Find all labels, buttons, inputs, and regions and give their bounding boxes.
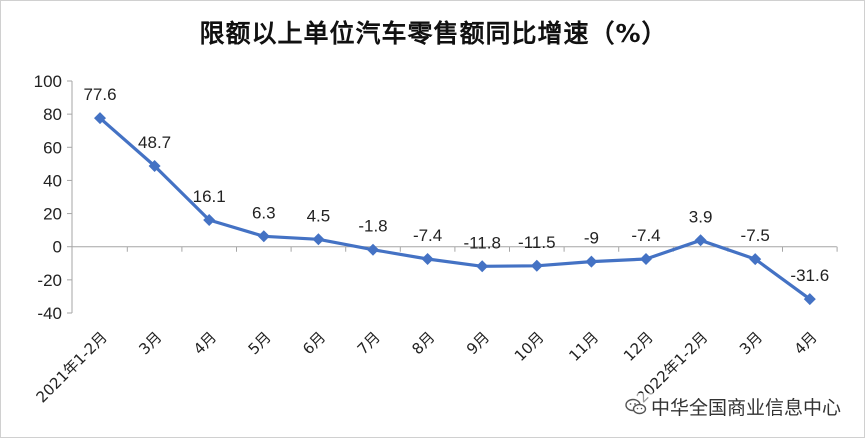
x-tick-label: 4月 bbox=[791, 328, 821, 358]
series-path bbox=[98, 116, 811, 301]
data-point bbox=[749, 253, 762, 266]
x-tick-label: 11月 bbox=[565, 328, 602, 365]
data-point bbox=[585, 255, 598, 268]
data-label: 6.3 bbox=[252, 203, 276, 222]
y-tick-label: 80 bbox=[43, 105, 62, 124]
data-point bbox=[203, 214, 216, 227]
x-tick-label: 4月 bbox=[190, 328, 220, 358]
data-label: 48.7 bbox=[138, 133, 171, 152]
y-axis-ticks: 100 80 60 40 20 0 -20 -40 bbox=[34, 72, 72, 323]
x-tick-label: 2021年1-2月 bbox=[33, 328, 111, 406]
x-tick-label: 5月 bbox=[245, 328, 275, 358]
data-point bbox=[476, 260, 489, 273]
x-tick-label: 10月 bbox=[511, 328, 548, 365]
data-label: -7.4 bbox=[631, 226, 660, 245]
y-tick-label: 0 bbox=[53, 238, 62, 257]
x-tick-label: 8月 bbox=[408, 328, 438, 358]
data-label: 4.5 bbox=[307, 206, 331, 225]
wechat-icon bbox=[625, 398, 647, 414]
watermark: 中华全国商业信息中心 bbox=[624, 393, 841, 420]
data-point bbox=[367, 243, 379, 256]
data-point bbox=[312, 233, 325, 246]
data-label: -1.8 bbox=[358, 217, 387, 236]
data-point bbox=[421, 252, 434, 265]
x-tick-label: 12月 bbox=[620, 328, 657, 365]
data-label: -7.5 bbox=[741, 226, 770, 245]
chart-title: 限额以上单位汽车零售额同比增速（%） bbox=[199, 19, 668, 48]
y-tick-label: 100 bbox=[34, 72, 62, 91]
data-point bbox=[803, 293, 816, 306]
x-axis-ticks: 2021年1-2月 3月 4月 5月 6月 7月 8月 9月 10月 11月 12月2022年1-2… bbox=[33, 246, 838, 406]
y-tick-label: 20 bbox=[43, 205, 62, 224]
data-label: -9 bbox=[584, 229, 599, 248]
data-point bbox=[148, 160, 161, 173]
data-labels: 77.6 48.7 16.1 6.3 4.5 -1.8 -7.4 -11.8 -11.5 -9 -7… bbox=[83, 85, 829, 285]
series-line bbox=[98, 116, 811, 301]
data-label: 16.1 bbox=[193, 187, 226, 206]
data-label: -7.4 bbox=[413, 226, 442, 245]
data-point bbox=[694, 234, 707, 247]
data-point bbox=[257, 230, 270, 243]
x-tick-label: 3月 bbox=[135, 328, 165, 358]
series-points bbox=[94, 112, 816, 306]
x-tick-label: 6月 bbox=[299, 328, 329, 358]
x-tick-label: 9月 bbox=[463, 328, 493, 358]
y-tick-label: -20 bbox=[37, 271, 62, 290]
y-tick-label: 40 bbox=[43, 171, 62, 190]
data-label: 3.9 bbox=[689, 207, 713, 226]
y-tick-label: 60 bbox=[43, 138, 62, 157]
data-label: -11.8 bbox=[463, 233, 501, 252]
data-point bbox=[640, 252, 652, 265]
x-tick-label: 3月 bbox=[736, 328, 766, 358]
y-tick-label: -40 bbox=[37, 304, 62, 323]
x-tick-label: 7月 bbox=[354, 328, 384, 358]
data-label: -31.6 bbox=[790, 266, 829, 285]
data-point bbox=[530, 259, 543, 272]
data-label: 77.6 bbox=[83, 85, 116, 104]
watermark-text: 中华全国商业信息中心 bbox=[650, 397, 841, 419]
data-point bbox=[94, 112, 106, 125]
data-label: -11.5 bbox=[518, 233, 556, 252]
